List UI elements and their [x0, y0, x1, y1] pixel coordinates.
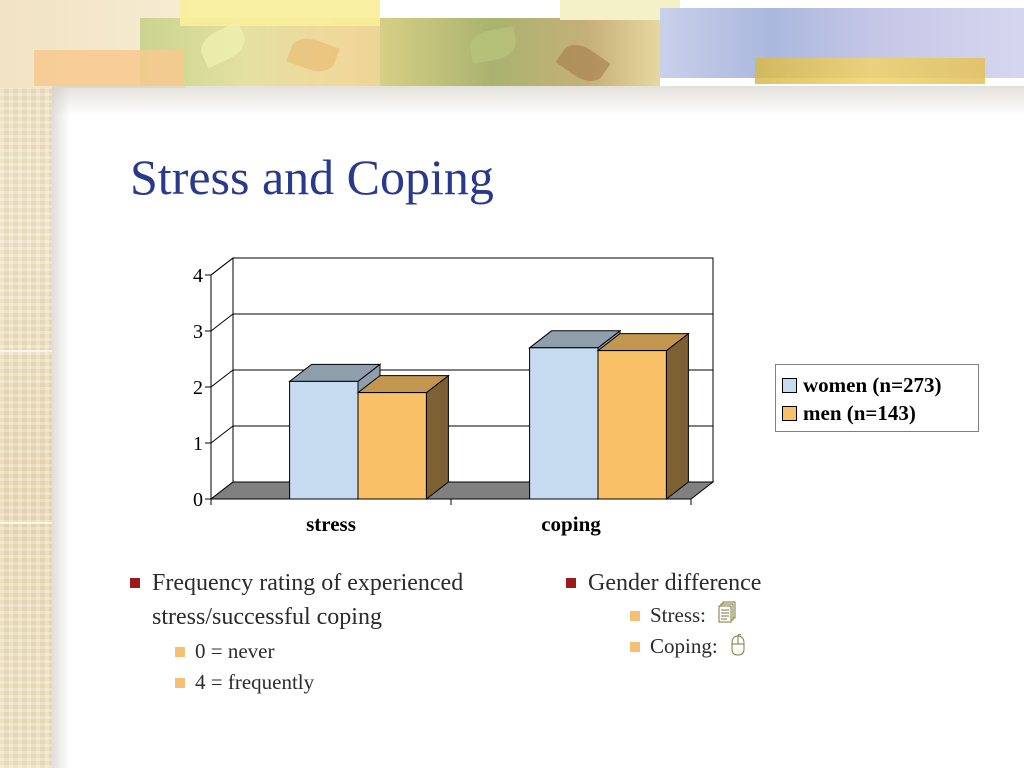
bar-men-coping — [597, 350, 667, 500]
bullet-sub-never: 0 = never — [175, 636, 550, 667]
banner-shadow — [52, 86, 1024, 116]
y-tick-label: 0 — [193, 489, 203, 511]
bullet-list-left: Frequency rating of experienced stress/s… — [130, 566, 550, 698]
bullet-list-right: Gender difference Stress: Coping: — [566, 566, 1006, 662]
legend-label-men: men (n=143) — [803, 400, 916, 425]
x-category-label: coping — [541, 512, 601, 536]
bullet-sub-coping: Coping: — [630, 631, 1006, 662]
banner-segment — [180, 0, 380, 26]
gridline — [210, 257, 234, 276]
bullet-sub-text: Stress: — [650, 603, 707, 627]
legend-label-women: women (n=273) — [803, 372, 942, 397]
chart-labels: 0 1 2 3 4 stress coping — [193, 265, 601, 536]
bullet-text-line1: Frequency rating of experienced — [152, 570, 464, 596]
left-decorative-strip — [0, 0, 52, 768]
strip-seam — [0, 522, 52, 524]
gridline — [210, 369, 234, 388]
bullet-text: Gender difference — [588, 570, 762, 596]
chart-bars — [288, 329, 690, 501]
bullet-marker — [130, 578, 140, 588]
legend-entry-men: men (n=143) — [782, 399, 978, 427]
banner-segment — [380, 18, 660, 86]
y-tick-label: 4 — [193, 265, 203, 287]
strip-seam — [0, 350, 52, 352]
bullet-sub-frequently: 4 = frequently — [175, 667, 550, 698]
bullet-marker — [566, 578, 576, 588]
bullet-sub-text: 4 = frequently — [195, 670, 315, 694]
legend-swatch-men — [782, 405, 797, 421]
bullet-marker — [630, 642, 640, 652]
y-tick-label: 1 — [193, 433, 203, 455]
bullet-marker — [175, 647, 185, 657]
bar-women-stress — [289, 380, 359, 500]
bar-side-men-coping — [665, 332, 689, 501]
bullet-marker — [175, 678, 185, 688]
x-category-label: stress — [306, 512, 356, 536]
gridline — [210, 425, 234, 444]
bullet-marker — [630, 611, 640, 621]
banner-segment — [755, 58, 985, 84]
document-stack-icon — [718, 601, 736, 623]
bullet-sub-text: Coping: — [650, 634, 718, 658]
bar-women-coping — [529, 347, 599, 500]
bullet-sub-text: 0 = never — [195, 639, 275, 663]
bar-side-men-stress — [425, 374, 449, 501]
legend-swatch-women — [782, 377, 797, 393]
legend-entry-women: women (n=273) — [782, 371, 978, 399]
decorative-banner — [0, 0, 1024, 88]
slide-title: Stress and Coping — [130, 149, 494, 205]
bullet-main-gender: Gender difference — [566, 566, 1006, 600]
left-shadow — [52, 86, 70, 768]
computer-mouse-icon — [731, 634, 745, 656]
chart-legend: women (n=273) men (n=143) — [775, 364, 979, 432]
bullet-sub-stress: Stress: — [630, 600, 1006, 631]
y-tick-label: 3 — [193, 321, 203, 343]
bullet-text-line2: stress/successful coping — [152, 604, 382, 630]
banner-segment — [34, 50, 184, 86]
gridline — [210, 313, 234, 332]
bar-men-stress — [357, 392, 427, 500]
y-tick-label: 2 — [193, 377, 203, 399]
bullet-main-frequency: Frequency rating of experienced stress/s… — [130, 566, 550, 634]
banner-segment — [560, 0, 680, 20]
